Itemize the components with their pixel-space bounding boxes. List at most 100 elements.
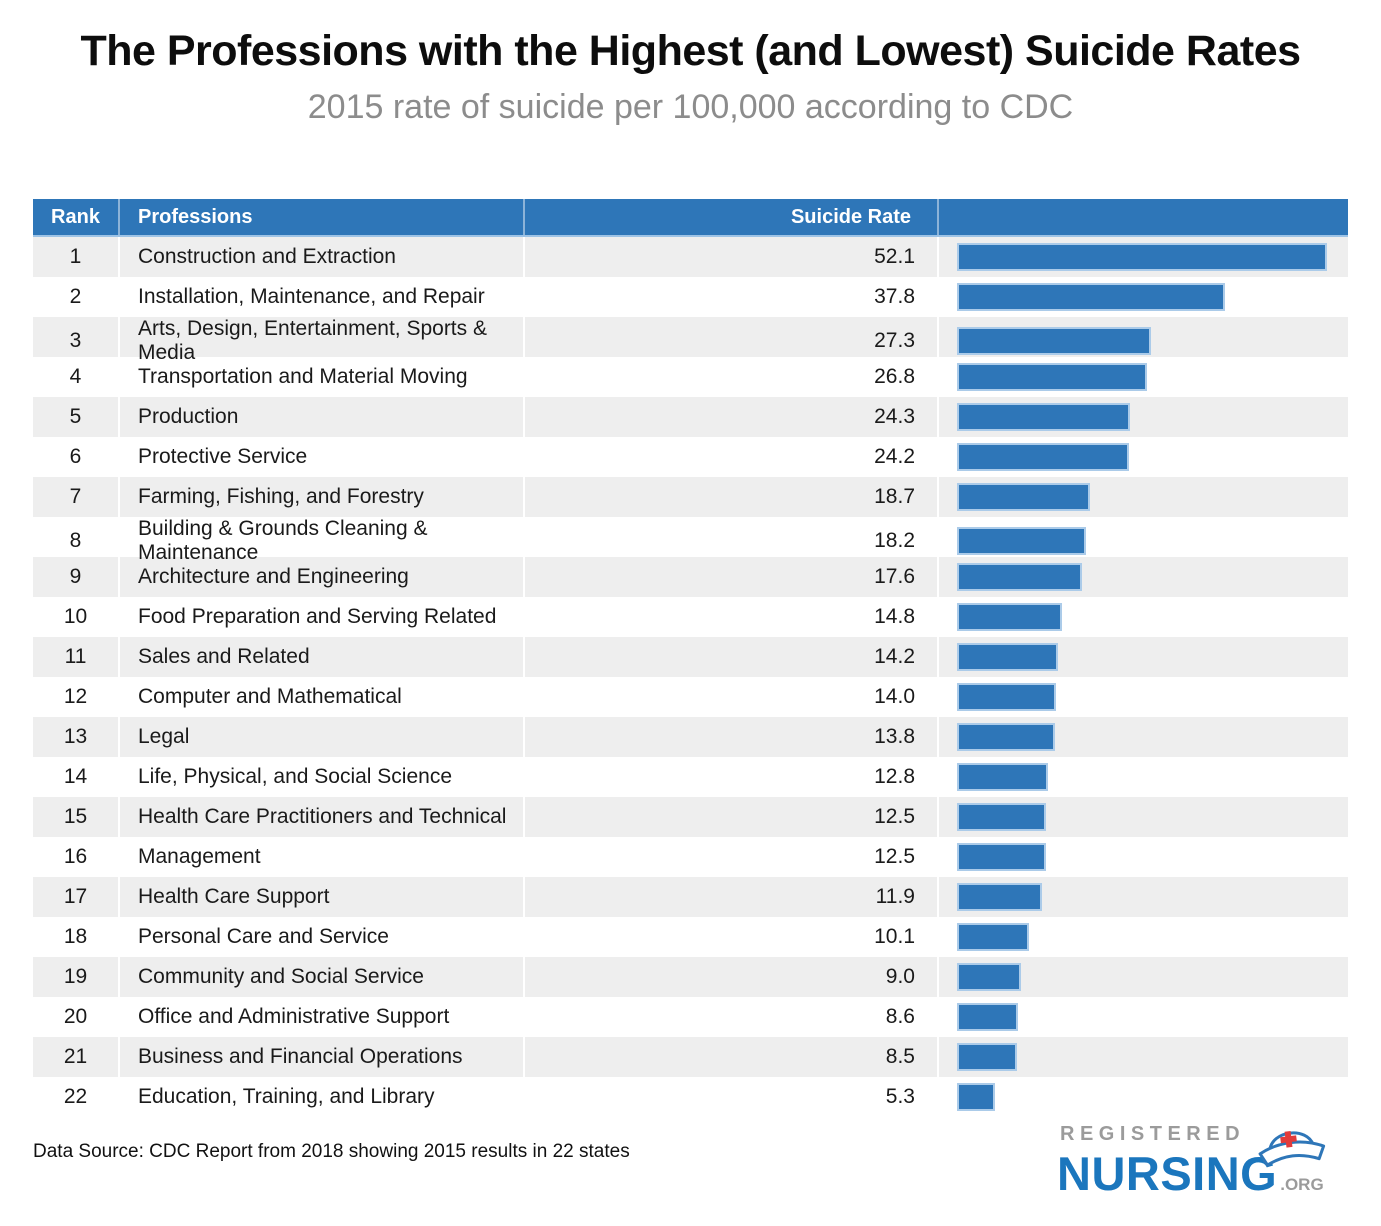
rank-cell: 5 xyxy=(69,405,82,428)
suicide-rate-cell: 14.0 xyxy=(523,677,937,717)
rate-bar xyxy=(957,443,1129,471)
rate-bar xyxy=(957,283,1226,311)
rate-bar xyxy=(957,643,1058,671)
table-row: 19 Community and Social Service 9.0 xyxy=(33,957,1348,997)
rank-cell: 4 xyxy=(69,365,82,388)
rate-bar xyxy=(957,803,1046,831)
table-row: 7 Farming, Fishing, and Forestry 18.7 xyxy=(33,477,1348,517)
rate-bar xyxy=(957,327,1151,355)
col-header-professions: Professions xyxy=(118,199,523,235)
rank-cell: 11 xyxy=(64,645,87,668)
suicide-rate-cell: 26.8 xyxy=(523,357,937,397)
rank-cell: 17 xyxy=(63,885,88,908)
profession-cell: Architecture and Engineering xyxy=(118,557,523,597)
table-row: 13 Legal 13.8 xyxy=(33,717,1348,757)
registerednursing-logo: REGISTERED NURSING .ORG xyxy=(1057,1123,1357,1215)
suicide-rate-cell: 18.7 xyxy=(523,477,937,517)
rate-bar xyxy=(957,403,1130,431)
nurse-cap-icon xyxy=(1258,1130,1326,1167)
profession-cell: Building & Grounds Cleaning & Maintenanc… xyxy=(118,517,523,565)
profession-cell: Health Care Practitioners and Technical xyxy=(118,797,523,837)
rank-cell: 2 xyxy=(69,285,82,308)
rate-bar xyxy=(957,723,1055,751)
bar-cell xyxy=(937,837,1348,877)
profession-cell: Farming, Fishing, and Forestry xyxy=(118,477,523,517)
rate-bar xyxy=(957,563,1082,591)
rank-cell: 13 xyxy=(63,725,88,748)
profession-cell: Office and Administrative Support xyxy=(118,997,523,1037)
bar-cell xyxy=(937,877,1348,917)
rank-cell: 21 xyxy=(63,1045,88,1068)
profession-cell: Installation, Maintenance, and Repair xyxy=(118,277,523,317)
rate-bar xyxy=(957,603,1063,631)
rate-bar xyxy=(957,763,1048,791)
suicide-rate-cell: 13.8 xyxy=(523,717,937,757)
table-row: 6 Protective Service 24.2 xyxy=(33,437,1348,477)
suicide-rate-cell: 10.1 xyxy=(523,917,937,957)
logo-org-text: .ORG xyxy=(1280,1175,1324,1194)
rank-cell: 18 xyxy=(63,925,88,948)
rank-cell: 19 xyxy=(63,965,88,988)
suicide-rate-cell: 5.3 xyxy=(523,1077,937,1117)
rate-bar xyxy=(957,527,1087,555)
profession-cell: Education, Training, and Library xyxy=(118,1077,523,1117)
profession-cell: Personal Care and Service xyxy=(118,917,523,957)
suicide-rate-cell: 8.6 xyxy=(523,997,937,1037)
logo-wordmark: NURSING .ORG xyxy=(1057,1130,1357,1201)
suicide-rate-cell: 27.3 xyxy=(523,317,937,365)
profession-cell: Life, Physical, and Social Science xyxy=(118,757,523,797)
table-row: 16 Management 12.5 xyxy=(33,837,1348,877)
bar-cell xyxy=(937,997,1348,1037)
logo-registered-text: REGISTERED xyxy=(1060,1123,1246,1145)
table-row: 21 Business and Financial Operations 8.5 xyxy=(33,1037,1348,1077)
table-row: 1 Construction and Extraction 52.1 xyxy=(33,237,1348,277)
bar-cell xyxy=(937,717,1348,757)
table-row: 10 Food Preparation and Serving Related 14… xyxy=(33,597,1348,637)
bar-cell xyxy=(937,917,1348,957)
table-row: 4 Transportation and Material Moving 26.8 xyxy=(33,357,1348,397)
footer: Data Source: CDC Report from 2018 showin… xyxy=(33,1123,1357,1215)
bar-cell xyxy=(937,437,1348,477)
table-row: 2 Installation, Maintenance, and Repair 37… xyxy=(33,277,1348,317)
rank-cell: 7 xyxy=(69,485,82,508)
table-row: 22 Education, Training, and Library 5.3 xyxy=(33,1077,1348,1117)
rate-bar xyxy=(957,1043,1018,1071)
rank-cell: 14 xyxy=(63,765,88,788)
col-header-bar-chart xyxy=(937,199,1348,235)
suicide-rate-cell: 14.8 xyxy=(523,597,937,637)
rank-cell: 3 xyxy=(69,329,82,352)
table-row: 11 Sales and Related 14.2 xyxy=(33,637,1348,677)
rank-cell: 10 xyxy=(63,605,88,628)
table-row: 9 Architecture and Engineering 17.6 xyxy=(33,557,1348,597)
bar-cell xyxy=(937,1077,1348,1117)
profession-cell: Food Preparation and Serving Related xyxy=(118,597,523,637)
table-row: 8 Building & Grounds Cleaning & Maintenan… xyxy=(33,517,1348,565)
suicide-rate-cell: 9.0 xyxy=(523,957,937,997)
suicide-rate-cell: 37.8 xyxy=(523,277,937,317)
bar-cell xyxy=(937,597,1348,637)
logo-nursing-text: NURSING xyxy=(1057,1147,1278,1200)
profession-cell: Management xyxy=(118,837,523,877)
rank-cell: 16 xyxy=(63,845,88,868)
bar-cell xyxy=(937,397,1348,437)
rate-bar xyxy=(957,683,1057,711)
bar-cell xyxy=(937,277,1348,317)
rank-cell: 15 xyxy=(63,805,88,828)
profession-cell: Business and Financial Operations xyxy=(118,1037,523,1077)
rate-bar xyxy=(957,843,1046,871)
bar-cell xyxy=(937,557,1348,597)
suicide-rate-cell: 12.5 xyxy=(523,797,937,837)
col-header-suicide-rate: Suicide Rate xyxy=(523,199,937,235)
rate-bar xyxy=(957,243,1327,271)
profession-cell: Community and Social Service xyxy=(118,957,523,997)
rank-cell: 6 xyxy=(69,445,82,468)
rate-bar xyxy=(957,923,1029,951)
suicide-rate-cell: 11.9 xyxy=(523,877,937,917)
col-header-rank: Rank xyxy=(51,205,100,228)
suicide-rate-cell: 12.5 xyxy=(523,837,937,877)
suicide-rate-cell: 24.3 xyxy=(523,397,937,437)
profession-cell: Protective Service xyxy=(118,437,523,477)
rate-bar xyxy=(957,363,1148,391)
suicide-rate-cell: 24.2 xyxy=(523,437,937,477)
bar-cell xyxy=(937,757,1348,797)
